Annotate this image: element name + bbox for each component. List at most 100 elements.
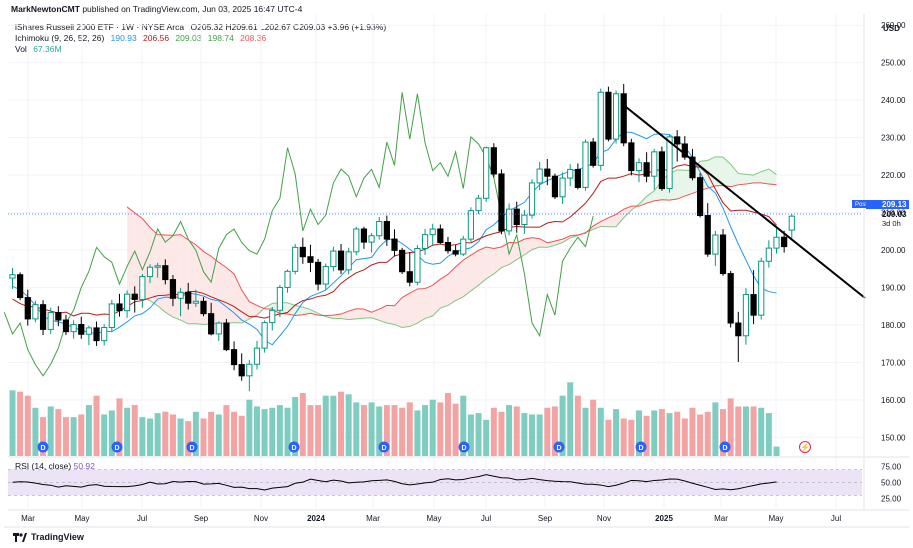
volume-bar	[613, 409, 620, 456]
time-tick: May	[426, 514, 441, 523]
candle-body	[307, 256, 314, 263]
volume-bar	[727, 398, 734, 456]
volume-bar	[131, 405, 138, 456]
cloud-segment	[402, 293, 410, 328]
candle-body	[215, 322, 222, 335]
cloud-segment	[241, 290, 250, 324]
candle-body	[131, 293, 138, 300]
candle-body	[330, 250, 337, 267]
rsi-tick: 50.00	[881, 479, 902, 488]
volume-bar	[376, 406, 383, 456]
candle-body	[39, 304, 47, 330]
dividend-marker-letter: D	[291, 445, 296, 452]
volume-bar	[544, 407, 551, 456]
volume-bar	[360, 405, 367, 456]
candle-body	[788, 215, 795, 231]
cloud-segment	[646, 190, 655, 204]
dividend-marker	[635, 441, 647, 453]
candle-body	[544, 168, 551, 177]
volume-bar	[383, 405, 390, 456]
candle-body	[750, 294, 757, 316]
dividend-marker	[458, 441, 470, 453]
volume-bar	[460, 395, 467, 456]
dividend-marker	[288, 441, 300, 453]
tradingview-brand[interactable]: TradingView	[13, 532, 84, 542]
candle-body	[376, 221, 383, 237]
legend-ichimoku-name[interactable]: Ichimoku (9, 26, 52, 26)	[15, 33, 105, 43]
dividend-marker-letter: D	[189, 445, 194, 452]
cloud-segment	[707, 156, 716, 189]
candle-body	[437, 228, 444, 243]
trendline-group	[620, 102, 866, 299]
candle-body	[712, 234, 719, 255]
publisher-line: MarkNewtonCMT published on TradingView.c…	[11, 4, 302, 14]
dividend-marker	[186, 441, 198, 453]
volume-bar	[444, 393, 451, 456]
volume-bar	[635, 410, 642, 456]
candle-body	[612, 93, 620, 140]
cloud-segment	[593, 221, 601, 230]
cloud-segment	[425, 285, 433, 319]
cloud-segment	[356, 308, 364, 319]
volume-bar	[78, 414, 85, 456]
time-tick: Nov	[597, 514, 611, 523]
rsi-legend: RSI (14, close) 50.92	[15, 461, 95, 471]
volume-bar	[261, 409, 268, 456]
volume-bar	[720, 409, 727, 456]
tradingview-logo-icon	[13, 532, 27, 542]
legend-vol-name[interactable]: Vol	[15, 44, 27, 54]
publisher-author[interactable]: MarkNewtonCMT	[11, 4, 80, 14]
cloud-segment	[341, 311, 349, 320]
price-tick: 220.00	[881, 171, 906, 180]
dividend-marker	[111, 441, 123, 453]
candle-body	[55, 312, 62, 321]
candle-body	[506, 208, 513, 232]
candle-body	[414, 247, 421, 283]
rsi-tick: 75.00	[881, 462, 902, 471]
cloud-segment	[157, 234, 166, 313]
volume-bar	[17, 391, 24, 456]
time-tick: 2025	[655, 514, 673, 523]
candle-body	[24, 297, 31, 320]
cloud-segment	[180, 234, 189, 324]
candle-body	[666, 136, 673, 190]
candle-body	[146, 266, 154, 278]
candle-body	[399, 249, 406, 273]
legend-symbol[interactable]: iShares Russell 2000 ETF · 1W · NYSE Arc…	[15, 22, 185, 32]
cloud-segment	[417, 288, 426, 324]
candle-body	[773, 236, 780, 249]
candle-body	[681, 143, 688, 158]
candle-body	[353, 228, 360, 253]
price-tick: 200.00	[881, 246, 906, 255]
trendline[interactable]	[620, 102, 866, 299]
time-tick: Mar	[21, 514, 35, 523]
rsi-name[interactable]: RSI (14, close)	[15, 461, 72, 471]
candle-body	[597, 91, 604, 166]
brand-name: TradingView	[31, 532, 84, 542]
price-axis[interactable]: USD 150.00 160.00 170.00 180.00 190.00 200.00 2…	[8, 14, 909, 456]
volume-bar	[169, 414, 176, 456]
candle-body	[276, 286, 283, 311]
volume-bar	[414, 410, 421, 456]
volume-bar	[750, 406, 757, 456]
volume-bar	[582, 407, 589, 456]
cloud-segment	[486, 246, 494, 279]
candle-body	[704, 215, 711, 255]
cloud-segment	[409, 288, 418, 327]
volume-bar	[490, 407, 497, 456]
volume-bar	[697, 414, 704, 456]
price-tick: 210.00	[881, 209, 906, 218]
price-tick: 170.00	[881, 358, 906, 367]
volume-bar	[574, 395, 581, 456]
volume-bar	[368, 402, 375, 456]
time-axis[interactable]: Mar May Jul Sep Nov 2024 Mar May Jul Sep Nov 2025 Ma…	[4, 509, 909, 528]
chart-svg[interactable]: D D D D D D D D D ⚡ USD 150.00 160.00 170.00 180.00 19…	[4, 0, 909, 548]
candle-body	[154, 265, 161, 268]
volume-bar	[62, 417, 69, 456]
candle-body	[17, 274, 24, 299]
post-price-bg	[866, 200, 909, 210]
candle-body	[421, 234, 429, 249]
cloud-segment	[493, 246, 502, 274]
candle-body	[574, 168, 581, 188]
volume-bar	[681, 418, 688, 456]
